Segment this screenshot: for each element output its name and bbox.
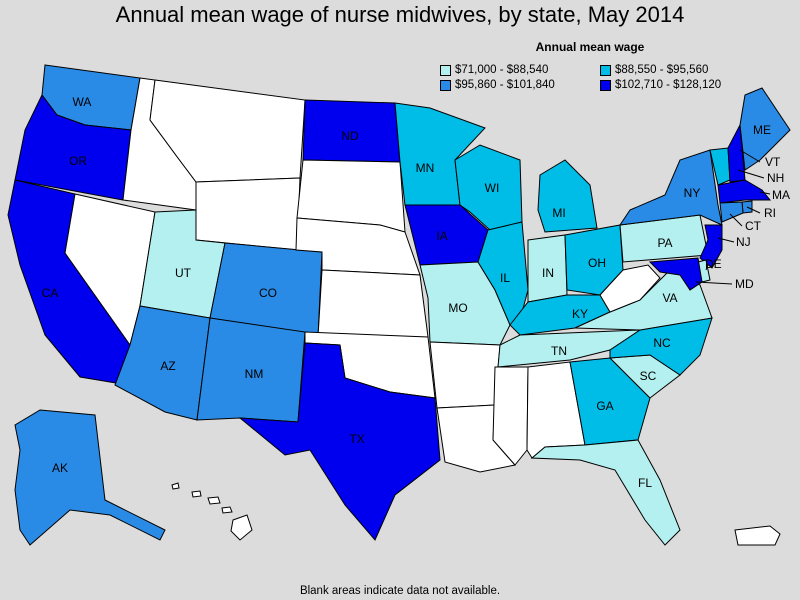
legend-item-bin-1: $88,550 - $95,560 — [600, 64, 740, 76]
label-IA: IA — [436, 229, 447, 243]
legend-swatch-bin-0 — [440, 64, 451, 76]
label-CT: CT — [745, 219, 762, 233]
label-MA: MA — [772, 188, 790, 202]
label-UT: UT — [175, 266, 192, 280]
legend-item-bin-0: $71,000 - $88,540 — [440, 64, 600, 76]
state-NY — [618, 149, 723, 226]
state-WV — [599, 264, 661, 313]
label-NM: NM — [245, 367, 264, 381]
state-FL — [530, 439, 681, 546]
state-MA — [717, 179, 772, 204]
label-MI: MI — [552, 206, 565, 220]
label-KY: KY — [572, 307, 588, 321]
legend-title: Annual mean wage — [535, 40, 645, 54]
legend-swatch-bin-1 — [600, 64, 611, 76]
legend-item-bin-3: $102,710 - $128,120 — [600, 79, 740, 91]
label-MN: MN — [416, 161, 435, 175]
label-ND: ND — [341, 129, 359, 143]
label-RI: RI — [764, 206, 776, 220]
label-TX: TX — [349, 432, 364, 446]
label-PA: PA — [657, 236, 672, 250]
label-FL: FL — [638, 476, 652, 490]
legend-label-bin-1: $88,550 - $95,560 — [615, 64, 709, 76]
legend-swatch-bin-3 — [600, 79, 611, 91]
legend-label-bin-2: $95,860 - $101,840 — [455, 79, 555, 91]
legend-label-bin-0: $71,000 - $88,540 — [455, 64, 549, 76]
label-ME: ME — [753, 123, 771, 137]
label-NY: NY — [684, 186, 701, 200]
state-labels: WA OR CA UT CO AZ NM ND TX MN IA MO WI I… — [42, 95, 790, 490]
state-TX — [238, 342, 441, 541]
label-IN: IN — [542, 266, 554, 280]
legend-swatch-bin-2 — [440, 79, 451, 91]
label-OH: OH — [588, 256, 606, 270]
state-NJ — [699, 224, 723, 269]
map-title: Annual mean wage of nurse midwives, by s… — [115, 2, 685, 27]
label-NJ: NJ — [736, 235, 751, 249]
label-AK: AK — [52, 461, 68, 475]
label-WI: WI — [485, 181, 500, 195]
label-OR: OR — [69, 154, 87, 168]
label-CO: CO — [259, 286, 277, 300]
label-VA: VA — [662, 291, 677, 305]
label-AZ: AZ — [160, 359, 175, 373]
label-SC: SC — [640, 369, 657, 383]
legend: Annual mean wage $71,000 - $88,540 $88,5… — [440, 40, 740, 91]
label-CA: CA — [42, 286, 59, 300]
label-TN: TN — [551, 344, 567, 358]
state-MI — [537, 159, 598, 233]
label-WA: WA — [73, 95, 92, 109]
state-MD — [648, 257, 703, 291]
label-DE: DE — [705, 257, 722, 271]
state-CT — [719, 201, 744, 223]
label-MO: MO — [448, 301, 467, 315]
state-AR — [429, 341, 501, 409]
label-VT: VT — [765, 155, 781, 169]
state-HI — [171, 482, 253, 541]
legend-label-bin-3: $102,710 - $128,120 — [615, 79, 722, 91]
label-IL: IL — [500, 271, 510, 285]
label-leaders — [695, 149, 771, 285]
state-ME — [739, 87, 791, 171]
state-WY — [195, 177, 301, 251]
label-NH: NH — [767, 171, 784, 185]
label-GA: GA — [596, 399, 613, 413]
label-MD: MD — [735, 277, 754, 291]
state-PR — [734, 525, 781, 546]
state-MS — [492, 366, 529, 466]
label-NC: NC — [653, 336, 671, 350]
state-KS — [317, 269, 429, 338]
footnote: Blank areas indicate data not available. — [299, 585, 501, 597]
state-GA — [569, 357, 651, 446]
state-AK — [14, 409, 166, 546]
legend-item-bin-2: $95,860 - $101,840 — [440, 79, 600, 91]
